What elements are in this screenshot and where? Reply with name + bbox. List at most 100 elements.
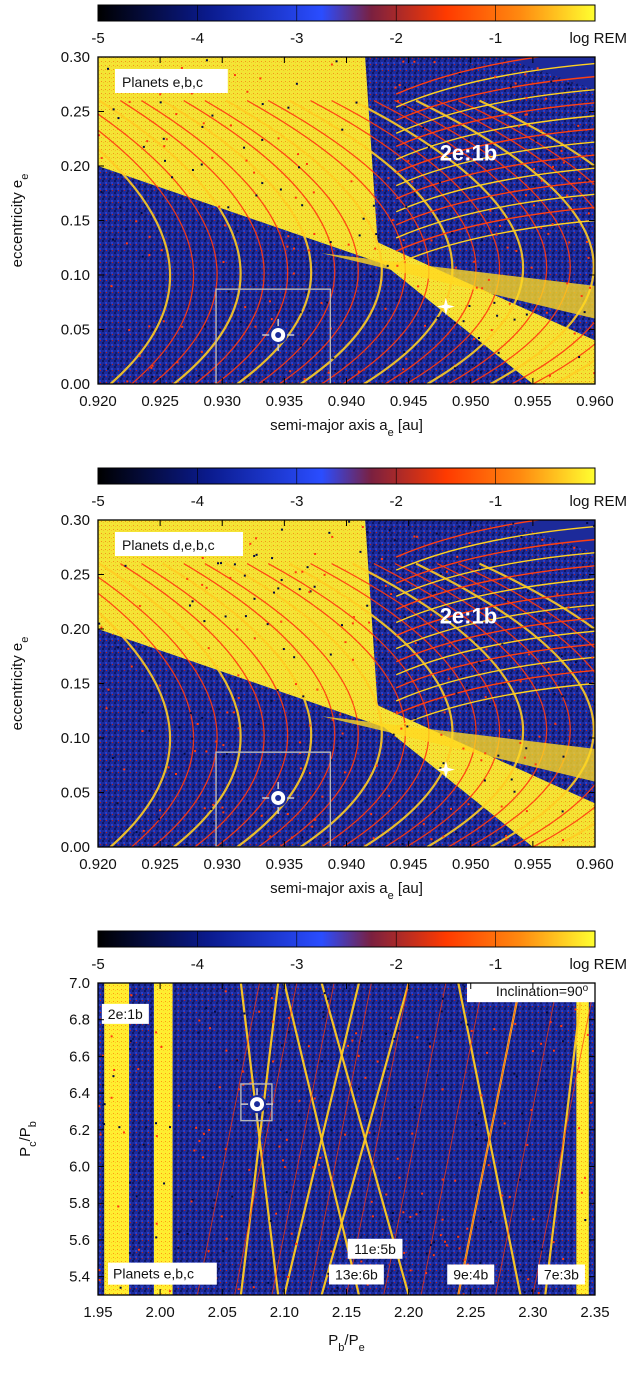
noise-dot xyxy=(377,236,380,239)
noise-dot xyxy=(551,165,554,168)
noise-dot xyxy=(551,223,554,226)
noise-dot xyxy=(253,637,256,640)
x-tick-label: 2.35 xyxy=(580,1304,609,1321)
heatmap-area xyxy=(98,983,595,1295)
noise-dot xyxy=(162,320,165,323)
resonance-curve xyxy=(267,100,430,384)
noise-dot xyxy=(448,645,451,648)
noise-dot xyxy=(455,831,458,834)
noise-dot xyxy=(110,285,113,288)
noise-dot xyxy=(224,615,227,618)
noise-dot xyxy=(344,1133,347,1136)
noise-dot xyxy=(254,537,257,540)
noise-dot xyxy=(296,153,299,156)
resonance-curve xyxy=(225,99,383,384)
noise-dot xyxy=(219,844,222,847)
noise-dot xyxy=(254,325,257,328)
x-axis-label: semi-major axis ae [au] xyxy=(270,417,423,439)
noise-dot xyxy=(248,1168,251,1171)
noise-dot xyxy=(221,806,224,809)
noise-dot xyxy=(299,767,302,770)
resonance-curve xyxy=(395,656,595,702)
noise-dot xyxy=(225,752,228,755)
noise-dot xyxy=(433,591,436,594)
noise-dot xyxy=(158,818,161,821)
noise-dot xyxy=(473,260,476,263)
colorbar-label: log REM xyxy=(569,956,627,973)
noise-dot xyxy=(554,722,557,725)
noise-dot xyxy=(393,1038,396,1041)
noise-dot xyxy=(384,584,387,587)
noise-dot xyxy=(404,615,407,618)
noise-dot xyxy=(130,665,133,668)
noise-dot xyxy=(587,256,590,259)
noise-dot xyxy=(384,307,387,310)
noise-dot xyxy=(524,194,527,197)
noise-dot xyxy=(105,707,108,710)
noise-dot xyxy=(158,684,161,687)
noise-dot xyxy=(298,588,301,591)
noise-dot xyxy=(466,1023,469,1026)
noise-dot xyxy=(217,1267,220,1270)
noise-dot xyxy=(509,85,512,88)
noise-dot xyxy=(188,604,191,607)
noise-dot xyxy=(218,1086,221,1089)
noise-dot xyxy=(269,835,272,838)
noise-dot xyxy=(171,176,174,179)
resonance-label-box xyxy=(101,1003,149,1024)
inset-label: Planets e,b,c xyxy=(122,74,203,90)
noise-dot xyxy=(159,809,162,812)
noise-dot xyxy=(200,163,203,166)
noise-dot xyxy=(320,1060,323,1063)
resonance-curve xyxy=(395,115,595,161)
noise-dot xyxy=(573,641,576,644)
noise-dot xyxy=(459,674,462,677)
x-tick-label: 0.950 xyxy=(452,856,490,873)
noise-dot xyxy=(388,794,391,797)
noise-dot xyxy=(487,1164,490,1167)
y-tick-label: 5.4 xyxy=(69,1269,90,1286)
noise-dot xyxy=(525,313,528,316)
noise-dot xyxy=(477,268,480,271)
noise-dot xyxy=(508,1195,511,1198)
noise-dot xyxy=(138,1169,141,1172)
noise-dot xyxy=(375,764,378,767)
noise-dot xyxy=(492,563,495,566)
noise-dot xyxy=(249,542,252,545)
noise-dot xyxy=(249,1082,252,1085)
noise-dot xyxy=(438,181,441,184)
noise-dot xyxy=(453,367,456,370)
noise-dot xyxy=(443,711,446,714)
noise-dot xyxy=(433,1241,436,1244)
noise-dot xyxy=(135,220,138,223)
noise-dot xyxy=(411,1132,414,1135)
noise-dot xyxy=(561,839,564,842)
noise-dot xyxy=(287,106,290,109)
noise-dot xyxy=(213,1010,216,1013)
noise-dot xyxy=(163,1182,166,1185)
colorbar-tick-label: -1 xyxy=(489,30,502,47)
noise-dot xyxy=(218,205,221,208)
noise-dot xyxy=(485,648,488,651)
noise-dot xyxy=(142,1143,145,1146)
noise-dot xyxy=(295,1242,298,1245)
noise-dot xyxy=(301,570,304,573)
noise-dot xyxy=(177,1104,180,1107)
noise-dot xyxy=(124,564,127,567)
noise-dot xyxy=(222,755,225,758)
y-tick-label: 0.05 xyxy=(61,785,90,802)
y-tick-label: 5.8 xyxy=(69,1195,90,1212)
noise-dot xyxy=(430,239,433,242)
noise-dot xyxy=(346,1044,349,1047)
noise-dot xyxy=(344,641,347,644)
noise-dot xyxy=(526,124,529,127)
resonance-label: 2e:1b xyxy=(440,604,497,629)
colorbar-gradient xyxy=(97,4,596,22)
noise-dot xyxy=(415,1213,418,1216)
noise-dot xyxy=(501,1194,504,1197)
noise-dot xyxy=(430,838,433,841)
noise-dot xyxy=(561,695,564,698)
inset-label-box xyxy=(115,69,228,93)
noise-dot xyxy=(224,1148,227,1151)
noise-dot xyxy=(200,350,203,353)
